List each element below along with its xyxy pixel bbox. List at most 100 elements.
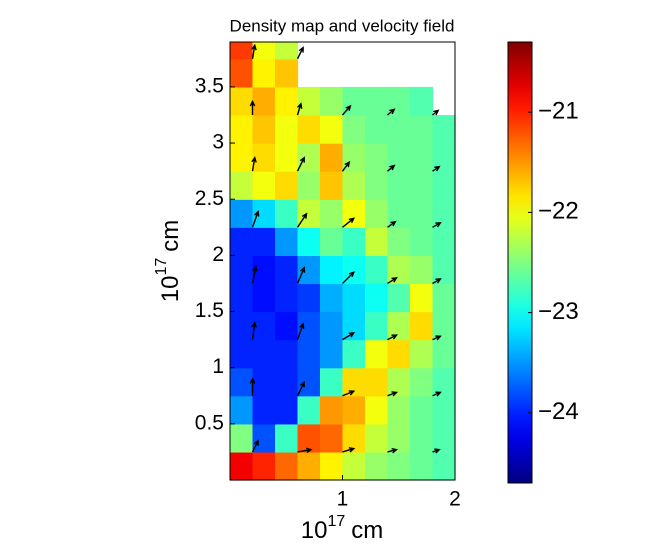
density-cell	[387, 451, 411, 481]
density-cell	[410, 255, 434, 285]
velocity-arrow	[296, 212, 308, 228]
density-cell	[410, 283, 434, 313]
density-cell	[320, 423, 344, 453]
density-cell	[252, 339, 276, 369]
density-cell	[365, 311, 389, 341]
density-cell	[387, 199, 411, 228]
density-cell	[365, 171, 389, 200]
density-cell	[230, 395, 254, 425]
velocity-arrow	[432, 109, 440, 116]
density-cell	[387, 143, 411, 172]
density-cell	[297, 227, 321, 256]
density-cell	[275, 367, 299, 397]
label-unit: cm	[157, 220, 184, 252]
density-cell	[410, 227, 434, 256]
label-base: 10	[301, 517, 328, 544]
density-cell	[432, 227, 456, 256]
density-cell	[297, 199, 321, 228]
density-cell	[275, 423, 299, 453]
density-cell	[275, 227, 299, 256]
density-cell	[432, 339, 456, 369]
density-cell	[432, 171, 456, 200]
density-cell	[410, 451, 434, 481]
density-cell	[342, 367, 366, 397]
density-cell	[230, 367, 254, 397]
density-cell	[230, 451, 254, 481]
density-cell	[230, 255, 254, 285]
density-cell	[230, 339, 254, 369]
y-axis-label: 1017 cm	[153, 220, 184, 303]
density-cell	[387, 171, 411, 200]
density-cell	[297, 367, 321, 397]
density-cell	[365, 451, 389, 481]
density-cell	[230, 58, 254, 88]
y-tick-label: 3.5	[195, 74, 224, 97]
density-cell	[252, 255, 276, 285]
density-cell	[365, 143, 389, 172]
colorbar-scale	[507, 41, 533, 484]
density-cell	[320, 143, 344, 172]
density-cell	[387, 115, 411, 144]
density-cell	[230, 311, 254, 341]
colorbar-tick-label: −22	[538, 198, 579, 225]
density-cell	[365, 199, 389, 228]
y-tick-label: 3	[212, 131, 224, 154]
density-cell	[432, 451, 456, 481]
density-cell	[297, 115, 321, 144]
density-cell	[432, 143, 456, 172]
density-cell	[410, 115, 434, 144]
colorbar-tick-label: −23	[538, 298, 579, 325]
density-cell	[230, 283, 254, 313]
velocity-arrow	[341, 104, 352, 116]
density-cell	[342, 339, 366, 369]
density-cell	[320, 311, 344, 341]
density-cell	[365, 339, 389, 369]
velocity-arrow	[432, 448, 441, 454]
density-cell	[410, 395, 434, 425]
y-tick-label: 2.5	[195, 187, 224, 210]
density-cell	[297, 86, 321, 116]
velocity-arrow	[297, 447, 313, 454]
density-cell	[252, 283, 276, 313]
density-cell	[342, 199, 366, 228]
density-cell	[275, 339, 299, 369]
density-cell	[365, 227, 389, 256]
density-cell	[252, 171, 276, 200]
x-axis-label: 1017 cm	[301, 513, 384, 544]
velocity-arrow	[251, 321, 257, 340]
density-cell	[432, 255, 456, 285]
density-cell	[342, 283, 366, 313]
density-cell	[387, 283, 411, 313]
density-cell	[275, 115, 299, 144]
density-cell	[320, 395, 344, 425]
velocity-arrow	[342, 332, 356, 341]
density-cell	[320, 367, 344, 397]
velocity-arrow	[296, 156, 305, 172]
velocity-arrow	[387, 276, 398, 285]
density-cell	[320, 199, 344, 228]
density-cell	[432, 283, 456, 313]
colorbar-tick-label: −24	[538, 398, 579, 425]
density-cell	[320, 339, 344, 369]
density-cell	[410, 199, 434, 228]
label-unit: cm	[351, 517, 383, 544]
density-cell	[342, 423, 366, 453]
density-cell	[230, 115, 254, 144]
velocity-arrow	[296, 266, 306, 284]
density-cell	[275, 283, 299, 313]
density-cell	[432, 423, 456, 453]
density-cell	[387, 255, 411, 285]
density-cell	[297, 451, 321, 481]
y-tick-label: 1.5	[195, 299, 224, 322]
density-cell	[297, 395, 321, 425]
velocity-arrow	[249, 99, 256, 115]
density-cell	[275, 171, 299, 200]
density-cell	[387, 339, 411, 369]
density-cell	[365, 255, 389, 285]
density-cell	[275, 86, 299, 116]
velocity-arrow	[296, 380, 305, 397]
density-cell	[342, 227, 366, 256]
density-cell	[320, 115, 344, 144]
density-cell	[432, 199, 456, 228]
